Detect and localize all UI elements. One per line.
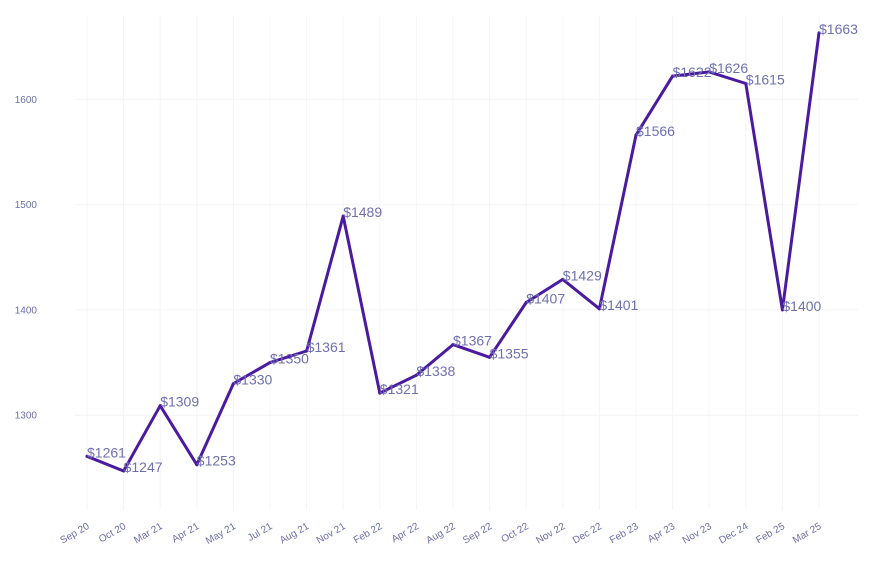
x-tick-label: Dec 24 — [717, 521, 750, 547]
x-tick-label: Apr 23 — [646, 521, 677, 545]
data-labels: $1261$1247 $1309 $1253 $1330 $1350$1361 $1489… — [87, 21, 858, 475]
x-tick-label: May 21 — [204, 521, 238, 547]
x-axis-ticks: Sep 20 Oct 20 Mar 21 Apr 21 May 21 Jul 21 Aug … — [59, 521, 824, 547]
x-tick-label: Dec 22 — [571, 521, 604, 547]
x-tick-label: Mar 21 — [132, 521, 165, 546]
data-label: $1429 — [563, 267, 602, 283]
x-tick-label: Feb 25 — [754, 521, 787, 546]
data-label: $1401 — [599, 297, 638, 313]
grid — [75, 15, 858, 510]
x-tick-label: Mar 25 — [791, 521, 824, 546]
x-tick-label: Nov 23 — [681, 521, 714, 547]
x-tick-label: Aug 21 — [278, 521, 311, 547]
data-label: $1247 — [124, 459, 163, 475]
data-label: $1330 — [233, 372, 272, 388]
data-label: $1663 — [819, 21, 858, 37]
data-point — [378, 391, 382, 395]
data-label: $1253 — [197, 453, 236, 469]
data-point — [634, 133, 638, 137]
data-label: $1626 — [709, 60, 748, 76]
y-tick-label: 1400 — [15, 305, 38, 316]
data-point — [195, 463, 199, 467]
data-label: $1350 — [270, 351, 309, 367]
y-axis-ticks: 1300 1400 1500 1600 — [15, 95, 38, 422]
data-point — [341, 214, 345, 218]
data-point — [817, 31, 821, 35]
data-point — [707, 70, 711, 74]
data-label: $1566 — [636, 123, 675, 139]
x-tick-label: Feb 22 — [352, 521, 385, 546]
data-point — [524, 301, 528, 305]
data-label: $1407 — [526, 291, 565, 307]
data-label: $1338 — [416, 363, 455, 379]
data-point — [488, 355, 492, 359]
x-tick-label: Apr 22 — [390, 521, 421, 545]
data-point — [122, 469, 126, 473]
data-label: $1615 — [746, 71, 785, 87]
data-label: $1309 — [160, 394, 199, 410]
x-tick-label: Sep 22 — [461, 521, 494, 547]
data-point — [561, 277, 565, 281]
y-tick-label: 1500 — [15, 200, 38, 211]
data-point — [451, 343, 455, 347]
data-point — [414, 373, 418, 377]
data-label: $1622 — [673, 64, 712, 80]
data-point — [744, 81, 748, 85]
x-tick-label: Oct 20 — [97, 521, 128, 545]
data-label: $1489 — [343, 204, 382, 220]
data-label: $1361 — [307, 339, 346, 355]
data-label: $1367 — [453, 333, 492, 349]
x-tick-label: Nov 22 — [534, 521, 567, 547]
x-tick-label: Apr 21 — [170, 521, 201, 545]
data-label: $1400 — [782, 298, 821, 314]
data-label: $1321 — [380, 381, 419, 397]
data-point — [305, 349, 309, 353]
data-label: $1355 — [490, 345, 529, 361]
data-point — [597, 307, 601, 311]
x-tick-label: Aug 22 — [425, 521, 458, 547]
y-tick-label: 1300 — [15, 411, 38, 422]
data-points — [85, 31, 821, 473]
x-tick-label: Sep 20 — [59, 521, 92, 547]
y-tick-label: 1600 — [15, 95, 38, 106]
x-tick-label: Jul 21 — [246, 521, 275, 544]
data-point — [85, 454, 89, 458]
data-point — [158, 404, 162, 408]
data-point — [268, 361, 272, 365]
data-point — [231, 382, 235, 386]
x-tick-label: Nov 21 — [315, 521, 348, 547]
data-point — [671, 74, 675, 78]
x-tick-label: Oct 22 — [500, 521, 531, 545]
data-label: $1261 — [87, 444, 126, 460]
x-tick-label: Feb 23 — [608, 521, 641, 546]
data-point — [780, 308, 784, 312]
